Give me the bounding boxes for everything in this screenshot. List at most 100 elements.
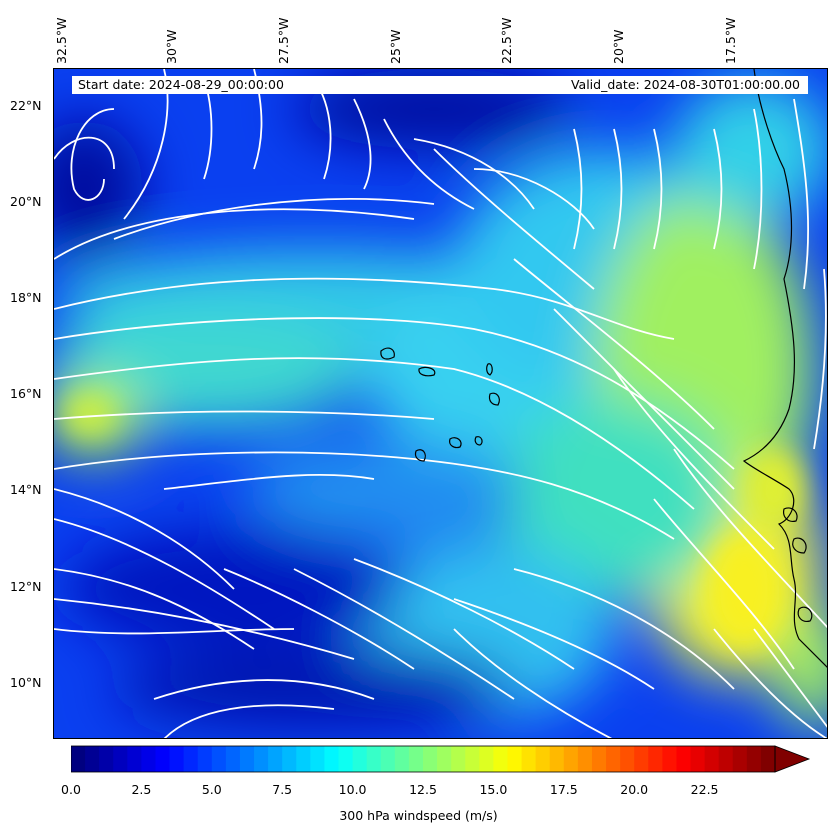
colorbar-segment [690, 746, 706, 772]
colorbar-segment [746, 746, 762, 772]
streamline [433, 148, 595, 290]
colorbar-segment [254, 746, 269, 772]
streamline [473, 168, 595, 230]
streamline [713, 628, 827, 738]
colorbar-tick-label: 7.5 [272, 782, 293, 797]
date-banner: Start date: 2024-08-29_00:00:00 Valid_da… [72, 76, 808, 94]
coastline [797, 606, 813, 622]
longitude-label: 22.5°W [499, 17, 514, 64]
streamline [54, 568, 255, 650]
streamline [353, 558, 575, 670]
streamline [673, 448, 827, 629]
colorbar-segment [563, 746, 579, 772]
streamline [413, 138, 535, 210]
colorbar-segment [268, 746, 283, 772]
colorbar-segment [606, 746, 621, 772]
streamline [573, 128, 583, 250]
map-panel [53, 68, 828, 739]
colorbar-segment [549, 746, 565, 772]
streamline [753, 108, 763, 270]
colorbar-segment [324, 746, 340, 772]
streamline [113, 198, 435, 240]
coastlines [380, 69, 827, 668]
latitude-label: 12°N [10, 579, 42, 594]
colorbar-tick-label: 15.0 [479, 782, 508, 797]
latitude-label: 16°N [10, 386, 42, 401]
coastline [449, 437, 462, 449]
colorbar-segment [591, 746, 607, 772]
colorbar [71, 745, 811, 773]
colorbar-segment [85, 746, 100, 772]
colorbar-segment [155, 746, 171, 772]
colorbar-segment [380, 746, 396, 772]
colorbar-tick-label: 5.0 [201, 782, 222, 797]
coastline [488, 392, 500, 406]
coastline [792, 537, 807, 554]
colorbar-segment [225, 746, 241, 772]
streamline [54, 488, 235, 590]
colorbar-tick-label: 17.5 [549, 782, 578, 797]
colorbar-segment [338, 746, 354, 772]
colorbar-segment [71, 746, 86, 772]
colorbar-segment [211, 746, 227, 772]
streamline [54, 451, 675, 540]
colorbar-segment [239, 746, 255, 772]
streamline [54, 277, 675, 340]
longitude-label: 32.5°W [54, 17, 69, 64]
colorbar-outline [71, 745, 776, 773]
colorbar-tick-label: 12.5 [409, 782, 437, 797]
streamline [753, 628, 827, 728]
coastline [474, 436, 483, 446]
streamline [813, 268, 827, 450]
colorbar-segment [704, 746, 720, 772]
colorbar-segment [197, 746, 213, 772]
colorbar-segment [521, 746, 537, 772]
streamline [293, 568, 515, 700]
longitude-label: 25°W [388, 29, 403, 64]
colorbar-segment [282, 746, 297, 772]
valid-date: Valid_date: 2024-08-30T01:00:00.00 [570, 77, 800, 92]
windspeed-map [54, 69, 827, 738]
latitude-label: 22°N [10, 98, 42, 113]
streamline [383, 118, 475, 210]
colorbar-tick-label: 0.0 [61, 782, 81, 797]
streamline [793, 98, 810, 290]
colorbar-segment [394, 746, 410, 772]
colorbar-segment [577, 746, 593, 772]
longitude-label: 30°W [164, 29, 179, 64]
streamline [453, 628, 613, 738]
streamline [513, 258, 715, 430]
streamline [653, 128, 663, 250]
colorbar-segment [676, 746, 692, 772]
start-date: Start date: 2024-08-29_00:00:00 [78, 77, 284, 92]
streamline [653, 498, 795, 670]
colorbar-segment [183, 746, 199, 772]
colorbar-segment [113, 746, 128, 772]
colorbar-segment [662, 746, 678, 772]
coastline [742, 69, 827, 668]
colorbar-segment [732, 746, 748, 772]
longitude-label: 20°W [611, 29, 626, 64]
colorbar-segment [465, 746, 480, 772]
streamline [353, 98, 372, 190]
colorbar-segment [620, 746, 635, 772]
coastline [380, 347, 395, 360]
longitude-label: 27.5°W [276, 17, 291, 64]
streamline [70, 108, 115, 201]
streamlines [54, 69, 827, 738]
colorbar-extend-arrow [774, 745, 811, 773]
colorbar-segment [451, 746, 466, 772]
streamline [223, 568, 415, 670]
colorbar-segment [352, 746, 368, 772]
colorbar-segment [437, 746, 452, 772]
colorbar-segment [366, 746, 382, 772]
streamline [153, 679, 375, 700]
colorbar-tick-label: 20.0 [620, 782, 649, 797]
colorbar-segment [169, 746, 185, 772]
coastline [486, 363, 493, 376]
streamline [54, 317, 735, 470]
streamline [453, 598, 655, 690]
colorbar-segment [535, 746, 551, 772]
colorbar-segment [479, 746, 494, 772]
colorbar-tick-label: 2.5 [131, 782, 152, 797]
